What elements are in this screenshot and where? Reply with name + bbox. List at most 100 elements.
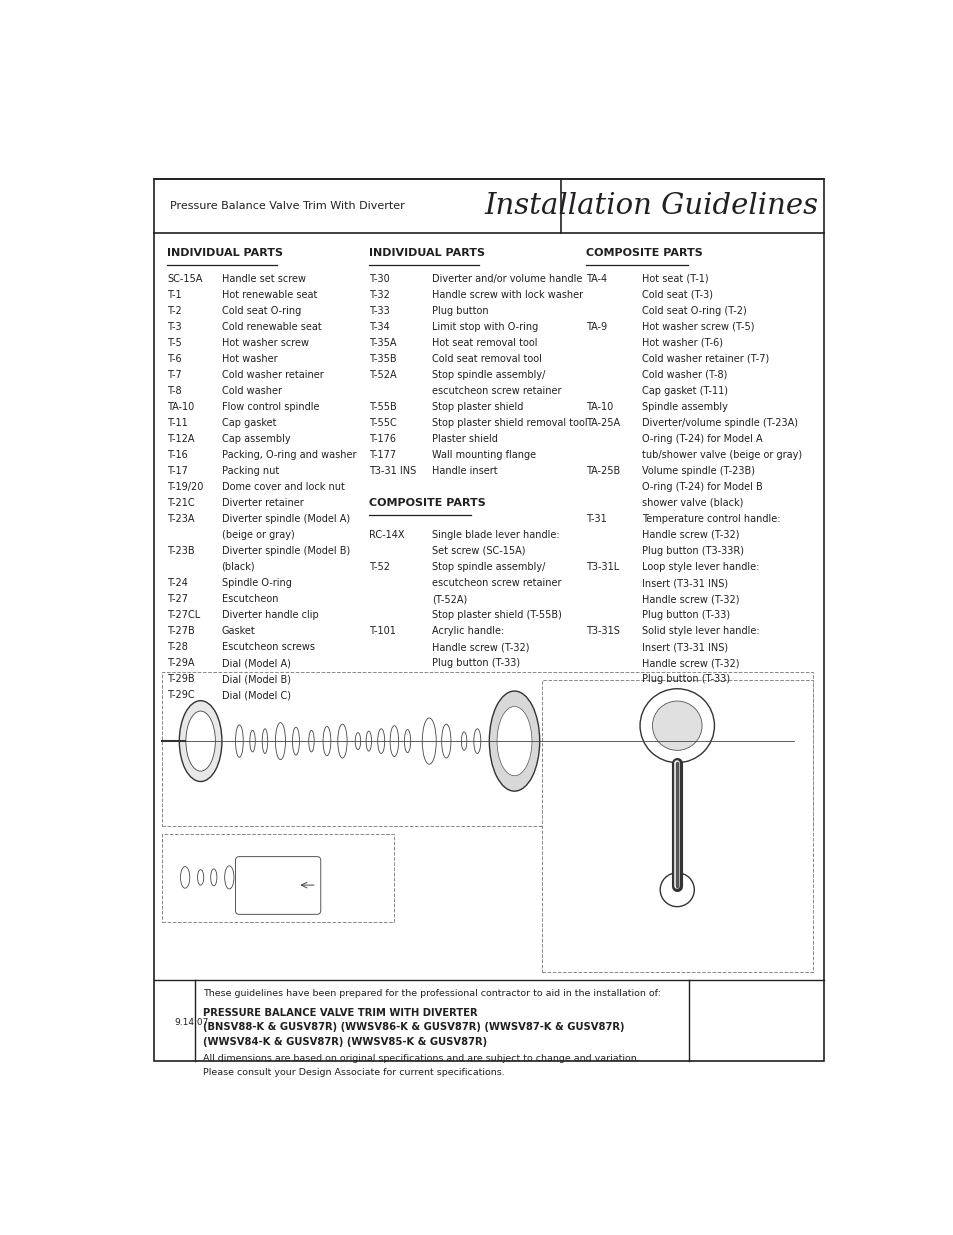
Text: Plug button (T-33): Plug button (T-33) (641, 610, 729, 620)
Text: (beige or gray): (beige or gray) (221, 530, 294, 540)
Text: T-17: T-17 (167, 466, 188, 475)
Text: Handle screw (T-32): Handle screw (T-32) (641, 530, 739, 540)
Text: Cold seat O-ring: Cold seat O-ring (221, 306, 300, 316)
Text: Diverter and/or volume handle: Diverter and/or volume handle (432, 274, 582, 284)
Ellipse shape (663, 714, 690, 768)
Text: Spindle assembly: Spindle assembly (641, 401, 727, 411)
Text: Hot seat (T-1): Hot seat (T-1) (641, 274, 707, 284)
Ellipse shape (441, 724, 451, 758)
Text: Insert (T3-31 INS): Insert (T3-31 INS) (641, 578, 727, 588)
Text: Spindle O-ring: Spindle O-ring (221, 578, 291, 588)
Text: Plug button (T3-33R): Plug button (T3-33R) (641, 546, 742, 556)
Text: Stop plaster shield (T-55B): Stop plaster shield (T-55B) (432, 610, 561, 620)
Text: Dome cover and lock nut: Dome cover and lock nut (221, 482, 344, 492)
Ellipse shape (197, 869, 204, 885)
Ellipse shape (744, 706, 780, 776)
Text: Hot washer screw: Hot washer screw (221, 338, 308, 348)
Text: Escutcheon screws: Escutcheon screws (221, 642, 314, 652)
Text: T-1: T-1 (167, 290, 182, 300)
Bar (162, 834, 394, 923)
Ellipse shape (489, 692, 539, 792)
Text: Stop plaster shield: Stop plaster shield (432, 401, 523, 411)
Text: Cold seat O-ring (T-2): Cold seat O-ring (T-2) (641, 306, 745, 316)
Text: PRESSURE BALANCE VALVE TRIM WITH DIVERTER: PRESSURE BALANCE VALVE TRIM WITH DIVERTE… (203, 1008, 477, 1018)
Text: Cold renewable seat: Cold renewable seat (221, 322, 321, 332)
Text: O-ring (T-24) for Model A: O-ring (T-24) for Model A (641, 433, 761, 443)
Text: Cap gasket: Cap gasket (221, 417, 275, 427)
Text: Single blade lever handle:: Single blade lever handle: (432, 530, 559, 540)
Ellipse shape (266, 867, 274, 888)
Text: (BNSV88-K & GUSV87R) (WWSV86-K & GUSV87R) (WWSV87-K & GUSV87R): (BNSV88-K & GUSV87R) (WWSV86-K & GUSV87R… (203, 1023, 624, 1032)
Ellipse shape (377, 729, 384, 753)
Text: Diverter handle clip: Diverter handle clip (221, 610, 318, 620)
Text: Handle screw with lock washer: Handle screw with lock washer (432, 290, 583, 300)
Text: (black): (black) (221, 562, 254, 572)
Text: Dial (Model C): Dial (Model C) (221, 690, 291, 700)
Text: RC-14X: RC-14X (369, 530, 404, 540)
Text: Cold seat removal tool: Cold seat removal tool (432, 353, 541, 364)
Text: T-35B: T-35B (369, 353, 396, 364)
Ellipse shape (404, 730, 410, 752)
Text: T-21C: T-21C (167, 498, 194, 508)
Text: T3-31L: T3-31L (585, 562, 618, 572)
Ellipse shape (211, 869, 216, 885)
Text: T-33: T-33 (369, 306, 389, 316)
Circle shape (639, 689, 714, 763)
Text: Handle set screw: Handle set screw (221, 274, 305, 284)
Text: Cap gasket (T-11): Cap gasket (T-11) (641, 385, 727, 396)
Text: Cold seat (T-3): Cold seat (T-3) (641, 290, 712, 300)
Text: Handle screw (T-32): Handle screw (T-32) (432, 642, 529, 652)
Text: escutcheon screw retainer: escutcheon screw retainer (432, 578, 561, 588)
Text: shower valve (black): shower valve (black) (641, 498, 742, 508)
Ellipse shape (293, 727, 299, 755)
Text: T-7: T-7 (167, 369, 182, 380)
Text: T-35A: T-35A (369, 338, 395, 348)
Text: T-52A: T-52A (369, 369, 396, 380)
Text: Set screw (SC-15A): Set screw (SC-15A) (432, 546, 525, 556)
Text: INDIVIDUAL PARTS: INDIVIDUAL PARTS (369, 248, 484, 258)
Ellipse shape (179, 700, 222, 782)
Text: TA-10: TA-10 (585, 401, 613, 411)
Text: Packing, O-ring and washer: Packing, O-ring and washer (221, 450, 355, 459)
Text: Handle insert: Handle insert (432, 466, 497, 475)
Ellipse shape (224, 866, 233, 889)
Text: T-32: T-32 (369, 290, 389, 300)
Text: T-31: T-31 (585, 514, 606, 524)
Text: T3-31S: T3-31S (585, 626, 619, 636)
Text: T-16: T-16 (167, 450, 188, 459)
Text: T-29B: T-29B (167, 674, 194, 684)
Text: T-12A: T-12A (167, 433, 194, 443)
Text: T-177: T-177 (369, 450, 395, 459)
Ellipse shape (390, 726, 398, 757)
Text: T-101: T-101 (369, 626, 395, 636)
Text: INDIVIDUAL PARTS: INDIVIDUAL PARTS (167, 248, 283, 258)
Text: Diverter spindle (Model A): Diverter spindle (Model A) (221, 514, 350, 524)
Ellipse shape (656, 699, 698, 783)
Text: Wall mounting flange: Wall mounting flange (432, 450, 536, 459)
Ellipse shape (564, 685, 618, 797)
Ellipse shape (355, 732, 360, 750)
Text: These guidelines have been prepared for the professional contractor to aid in th: These guidelines have been prepared for … (203, 989, 660, 998)
Text: T-28: T-28 (167, 642, 188, 652)
Text: T-29A: T-29A (167, 658, 194, 668)
Ellipse shape (250, 730, 255, 752)
Text: Please consult your Design Associate for current specifications.: Please consult your Design Associate for… (203, 1067, 504, 1077)
Ellipse shape (497, 706, 532, 776)
Text: Pressure Balance Valve Trim With Diverter: Pressure Balance Valve Trim With Diverte… (170, 201, 404, 211)
Text: Cap assembly: Cap assembly (221, 433, 290, 443)
Text: TA-4: TA-4 (585, 274, 606, 284)
Text: T-176: T-176 (369, 433, 395, 443)
Text: T-8: T-8 (167, 385, 182, 396)
Text: Flow control spindle: Flow control spindle (221, 401, 318, 411)
Circle shape (652, 701, 701, 751)
Text: Hot washer (T-6): Hot washer (T-6) (641, 338, 721, 348)
Ellipse shape (262, 729, 268, 753)
Text: Plug button: Plug button (432, 306, 489, 316)
Text: Stop spindle assembly/: Stop spindle assembly/ (432, 369, 545, 380)
Text: T-23B: T-23B (167, 546, 194, 556)
Ellipse shape (180, 867, 190, 888)
Text: Hot renewable seat: Hot renewable seat (221, 290, 316, 300)
Text: 9.14.07: 9.14.07 (174, 1018, 209, 1026)
Text: Stop plaster shield removal tool: Stop plaster shield removal tool (432, 417, 587, 427)
Text: Hot seat removal tool: Hot seat removal tool (432, 338, 537, 348)
